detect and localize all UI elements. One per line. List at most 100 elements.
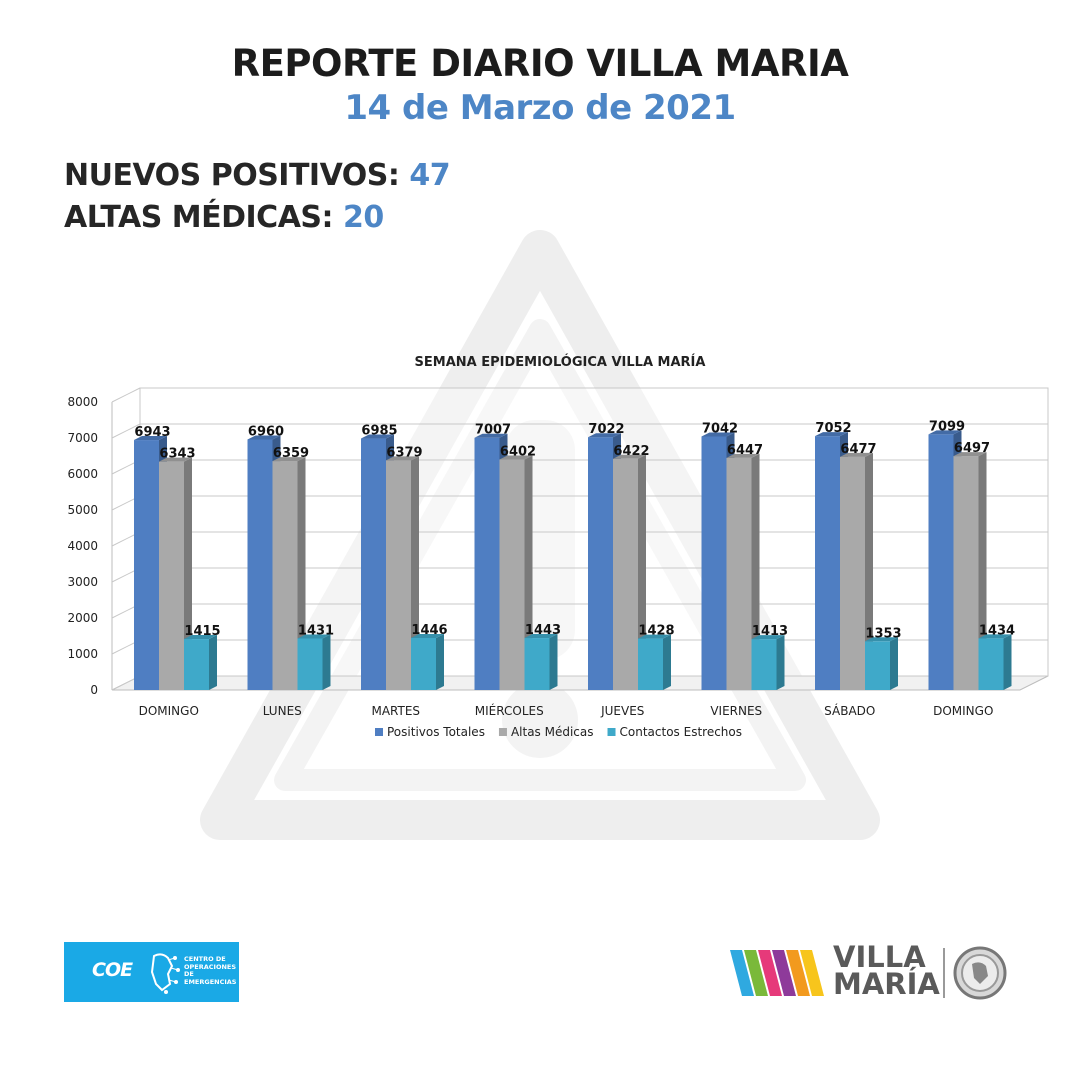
x-tick-label: MIÉRCOLES xyxy=(475,703,544,718)
discharges-label: ALTAS MÉDICAS: xyxy=(64,200,334,235)
bar-side xyxy=(638,454,646,690)
villa-maria-stripes-icon xyxy=(730,950,824,996)
bar xyxy=(840,456,865,690)
data-label: 1431 xyxy=(298,623,334,638)
bar-top xyxy=(499,455,533,460)
bar-top xyxy=(953,452,987,457)
legend-swatch xyxy=(498,728,507,736)
bar xyxy=(524,638,550,690)
bar-top xyxy=(840,452,873,457)
y-tick-label: 8000 xyxy=(67,395,98,409)
bar-top xyxy=(134,436,167,441)
data-label: 6422 xyxy=(613,444,649,459)
data-label: 1415 xyxy=(184,624,220,639)
bar xyxy=(701,436,727,690)
bar xyxy=(953,456,979,690)
y-tick-label: 7000 xyxy=(67,431,98,445)
bar xyxy=(297,638,323,690)
data-label: 6960 xyxy=(248,424,284,439)
data-label: 6985 xyxy=(361,424,397,439)
bar-top xyxy=(978,634,1012,639)
bar xyxy=(499,459,525,690)
y-tick-label: 2000 xyxy=(67,611,98,625)
gridline-depth xyxy=(111,423,141,439)
report-title: REPORTE DIARIO VILLA MARIA xyxy=(231,42,849,85)
bar xyxy=(726,457,752,690)
province-network-icon xyxy=(150,953,180,994)
bar xyxy=(386,460,411,690)
data-label: 1443 xyxy=(525,623,561,638)
bar xyxy=(134,440,159,690)
bar-side xyxy=(184,457,192,690)
data-label: 1434 xyxy=(979,623,1015,638)
x-tick-label: VIERNES xyxy=(710,704,762,718)
data-label: 6402 xyxy=(500,445,536,460)
bar xyxy=(613,458,638,690)
bar-top xyxy=(474,433,508,438)
data-label: 6447 xyxy=(727,443,763,458)
data-label: 1353 xyxy=(865,626,901,641)
bar-top xyxy=(184,635,217,640)
bar-side xyxy=(663,634,671,690)
data-label: 6343 xyxy=(159,447,195,462)
bar-side xyxy=(865,452,873,690)
y-tick-label: 6000 xyxy=(67,467,98,481)
data-label: 7022 xyxy=(588,422,624,437)
legend-entry: Contactos Estrechos xyxy=(620,725,742,739)
new-positives-stat: NUEVOS POSITIVOS: 47 xyxy=(64,158,451,193)
bar-side xyxy=(751,453,760,690)
x-tick-label: LUNES xyxy=(263,704,302,718)
bar-top xyxy=(247,435,281,440)
y-tick-label: 4000 xyxy=(67,539,98,553)
data-label: 6477 xyxy=(840,442,876,457)
chart-title: SEMANA EPIDEMIOLÓGICA VILLA MARÍA xyxy=(415,354,706,370)
bar-side xyxy=(524,455,533,690)
bar-top xyxy=(524,634,558,639)
bar-side xyxy=(322,634,331,690)
bar-side xyxy=(411,456,419,690)
bar xyxy=(865,641,890,690)
bar-top xyxy=(386,456,419,461)
bar xyxy=(411,637,436,690)
villa-maria-logo: VILLA MARÍA xyxy=(730,940,1010,1010)
y-tick-label: 5000 xyxy=(67,503,98,517)
villa-maria-wordmark: VILLA MARÍA xyxy=(833,940,940,1001)
bar-side xyxy=(436,633,444,690)
report-date: 14 de Marzo de 2021 xyxy=(344,88,736,128)
bar-side xyxy=(1003,634,1012,690)
data-label: 1428 xyxy=(638,624,674,639)
bar-top xyxy=(272,457,306,462)
bar-top xyxy=(815,432,848,437)
bar-side xyxy=(776,635,785,690)
bar-top xyxy=(411,633,444,638)
new-positives-label: NUEVOS POSITIVOS: xyxy=(64,158,400,193)
bar xyxy=(751,639,777,690)
coe-full-name: CENTRO DE OPERACIONES DE EMERGENCIAS xyxy=(184,955,237,986)
bar xyxy=(474,437,500,690)
legend-entry: Altas Médicas xyxy=(511,725,594,739)
bar-top xyxy=(638,634,671,639)
data-label: 1446 xyxy=(411,623,447,638)
data-label: 6943 xyxy=(134,425,170,440)
x-tick-label: DOMINGO xyxy=(139,704,199,718)
y-tick-label: 0 xyxy=(90,683,98,697)
bar-side xyxy=(890,637,898,690)
legend-swatch xyxy=(375,728,383,736)
data-label: 6379 xyxy=(386,445,422,460)
gridline-depth xyxy=(111,387,141,403)
bar-top xyxy=(726,453,760,458)
x-tick-label: JUEVES xyxy=(600,704,644,718)
coe-logo: COE CENTRO DE OPERACIONES DE EMERGENCIAS xyxy=(64,942,239,1002)
bar-side xyxy=(549,634,558,690)
bar-top xyxy=(613,454,646,459)
bar-top xyxy=(751,635,785,640)
data-label: 7052 xyxy=(815,421,851,436)
new-positives-value: 47 xyxy=(409,158,451,193)
city-seal-icon xyxy=(953,946,1007,1000)
bar xyxy=(272,461,298,690)
bar xyxy=(247,439,273,690)
bar-top xyxy=(928,430,962,435)
bar xyxy=(159,461,184,690)
bar-top xyxy=(701,432,735,437)
legend-entry: Positivos Totales xyxy=(387,725,485,739)
